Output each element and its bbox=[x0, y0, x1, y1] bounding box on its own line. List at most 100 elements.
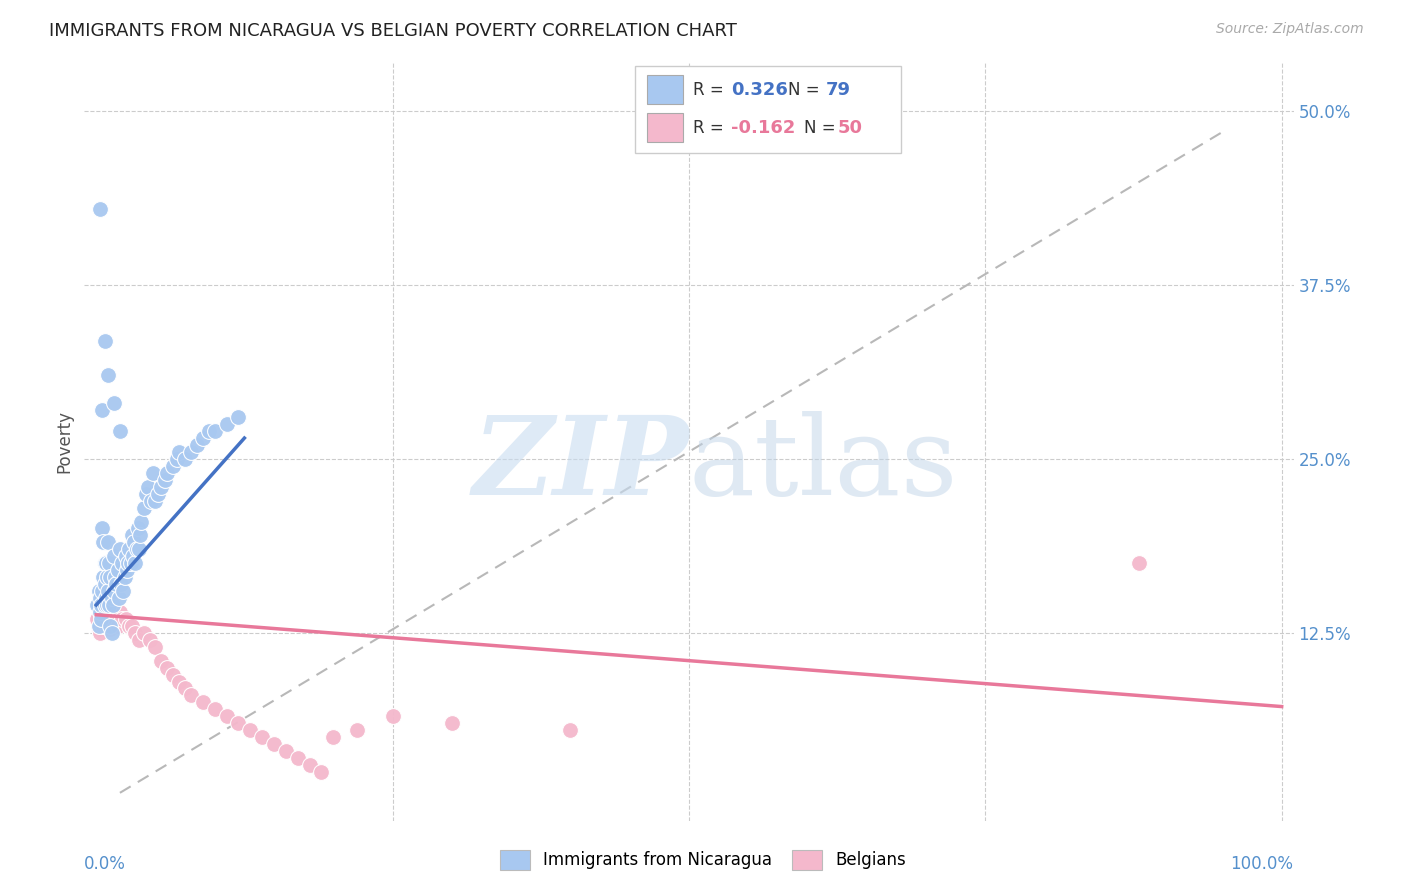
Point bbox=[128, 632, 150, 647]
Point bbox=[96, 598, 118, 612]
Point bbox=[174, 451, 197, 466]
Point bbox=[89, 591, 111, 605]
FancyBboxPatch shape bbox=[647, 113, 683, 142]
Text: IMMIGRANTS FROM NICARAGUA VS BELGIAN POVERTY CORRELATION CHART: IMMIGRANTS FROM NICARAGUA VS BELGIAN POV… bbox=[49, 22, 737, 40]
Point bbox=[146, 486, 169, 500]
Point bbox=[91, 521, 114, 535]
Point bbox=[97, 607, 120, 622]
Point bbox=[107, 563, 129, 577]
Point bbox=[135, 486, 157, 500]
Point bbox=[86, 612, 108, 626]
Point bbox=[138, 480, 160, 494]
Point bbox=[115, 612, 138, 626]
Point bbox=[560, 723, 582, 738]
Text: -0.162: -0.162 bbox=[731, 119, 796, 136]
Point bbox=[287, 751, 309, 765]
Point bbox=[204, 424, 226, 438]
Point bbox=[105, 577, 128, 591]
Text: 0.0%: 0.0% bbox=[84, 855, 127, 872]
Point bbox=[124, 625, 146, 640]
Point bbox=[138, 632, 160, 647]
Point bbox=[100, 619, 122, 633]
Point bbox=[311, 764, 333, 779]
Point bbox=[180, 445, 202, 459]
Point bbox=[107, 591, 129, 605]
Point bbox=[108, 605, 131, 619]
Text: 50: 50 bbox=[838, 119, 863, 136]
Point bbox=[90, 612, 112, 626]
Point bbox=[111, 612, 134, 626]
Text: ZIP: ZIP bbox=[472, 410, 689, 518]
Point bbox=[121, 528, 143, 542]
Point bbox=[191, 695, 214, 709]
Point bbox=[108, 542, 131, 557]
Point bbox=[101, 598, 124, 612]
Point bbox=[91, 598, 114, 612]
Point bbox=[87, 622, 110, 636]
Point bbox=[89, 202, 111, 216]
Point bbox=[114, 570, 136, 584]
Point bbox=[110, 577, 132, 591]
Text: 100.0%: 100.0% bbox=[1230, 855, 1294, 872]
Point bbox=[115, 563, 138, 577]
Point bbox=[91, 619, 114, 633]
Point bbox=[93, 334, 115, 348]
Text: N =: N = bbox=[789, 81, 825, 99]
Point bbox=[132, 500, 155, 515]
Point bbox=[125, 542, 148, 557]
Point bbox=[186, 438, 208, 452]
Text: atlas: atlas bbox=[689, 411, 959, 517]
Point bbox=[132, 625, 155, 640]
Point bbox=[167, 445, 190, 459]
Point bbox=[198, 424, 221, 438]
Point bbox=[90, 612, 112, 626]
Point bbox=[100, 570, 122, 584]
Text: N =: N = bbox=[804, 119, 841, 136]
Point bbox=[98, 616, 121, 631]
Point bbox=[129, 528, 152, 542]
Point bbox=[104, 570, 127, 584]
Point bbox=[122, 535, 145, 549]
Point bbox=[103, 396, 125, 410]
Text: R =: R = bbox=[693, 119, 728, 136]
Point bbox=[98, 556, 121, 570]
Point bbox=[298, 758, 321, 772]
Point bbox=[108, 424, 131, 438]
Point bbox=[274, 744, 297, 758]
Point bbox=[112, 584, 135, 599]
Point bbox=[250, 730, 273, 744]
Point bbox=[156, 660, 179, 674]
Point bbox=[111, 556, 134, 570]
Point bbox=[440, 716, 463, 731]
Point bbox=[91, 584, 114, 599]
Point bbox=[228, 410, 250, 425]
Point bbox=[162, 667, 184, 681]
Point bbox=[139, 493, 162, 508]
Point bbox=[91, 403, 114, 417]
Point bbox=[1128, 556, 1150, 570]
Point bbox=[94, 612, 117, 626]
Point bbox=[128, 542, 150, 557]
Point bbox=[89, 605, 111, 619]
Point bbox=[97, 368, 120, 383]
Text: 0.326: 0.326 bbox=[731, 81, 789, 99]
Point bbox=[86, 598, 108, 612]
Point bbox=[322, 730, 344, 744]
Point bbox=[98, 598, 121, 612]
Point bbox=[94, 591, 117, 605]
FancyBboxPatch shape bbox=[647, 75, 683, 104]
Point bbox=[107, 619, 129, 633]
Point bbox=[166, 451, 188, 466]
Y-axis label: Poverty: Poverty bbox=[55, 410, 73, 473]
Point bbox=[127, 521, 149, 535]
Point bbox=[122, 549, 145, 564]
Point bbox=[91, 535, 114, 549]
Point bbox=[103, 605, 125, 619]
Point bbox=[91, 570, 114, 584]
Point bbox=[90, 598, 112, 612]
Point bbox=[93, 598, 115, 612]
Legend: Immigrants from Nicaragua, Belgians: Immigrants from Nicaragua, Belgians bbox=[494, 843, 912, 877]
Point bbox=[93, 605, 115, 619]
Point bbox=[124, 556, 146, 570]
Point bbox=[100, 622, 122, 636]
